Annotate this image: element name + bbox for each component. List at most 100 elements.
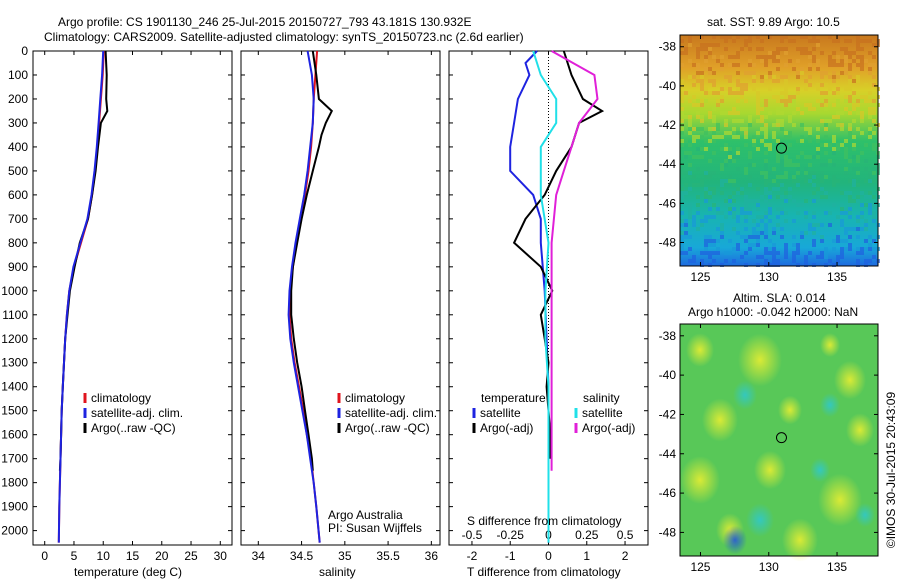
sst-pixel [740,87,744,91]
sst-pixel [756,83,760,87]
depth-tick-label: 1500 [1,404,28,418]
sst-pixel [716,43,720,47]
sst-pixel [716,203,720,207]
sst-pixel [856,251,860,255]
sst-pixel [844,139,848,143]
sst-pixel [836,179,840,183]
sst-pixel [724,39,728,43]
sst-pixel [744,263,748,267]
sst-pixel [768,147,772,151]
sst-pixel [704,187,708,191]
sla-anomaly-blob [820,393,840,417]
sst-pixel [800,71,804,75]
sst-pixel [752,87,756,91]
sst-pixel [728,63,732,67]
sst-pixel [740,235,744,239]
sst-pixel [700,71,704,75]
sst-pixel [712,151,716,155]
sst-pixel [780,111,784,115]
sst-pixel [752,79,756,83]
sst-pixel [720,63,724,67]
sst-pixel [840,219,844,223]
sst-pixel [868,71,872,75]
sst-pixel [796,167,800,171]
sst-pixel [732,183,736,187]
sst-pixel [792,123,796,127]
sst-pixel [856,219,860,223]
sst-pixel [792,175,796,179]
sst-pixel [760,175,764,179]
sst-pixel [784,131,788,135]
sst-pixel [748,163,752,167]
sst-pixel [744,211,748,215]
sst-pixel [776,187,780,191]
sst-pixel [744,87,748,91]
sst-pixel [736,107,740,111]
sst-pixel [756,47,760,51]
sst-pixel [684,191,688,195]
sst-pixel [768,211,772,215]
sst-pixel [768,179,772,183]
sst-pixel [840,71,844,75]
sst-pixel [772,167,776,171]
sst-pixel [820,75,824,79]
sst-pixel [728,111,732,115]
sst-pixel [784,87,788,91]
sst-pixel [824,247,828,251]
depth-tick-label: 0 [21,44,28,58]
sst-pixel [736,55,740,59]
sst-pixel [868,243,872,247]
sst-pixel [868,211,872,215]
sst-pixel [688,99,692,103]
sst-pixel [716,91,720,95]
depth-tick-label: 300 [8,116,28,130]
sst-pixel [696,71,700,75]
sst-pixel [776,123,780,127]
sla-anomaly-blob [855,503,875,527]
sst-pixel [832,175,836,179]
sst-pixel [788,143,792,147]
sst-pixel [800,51,804,55]
sst-pixel [864,167,868,171]
sst-pixel [764,187,768,191]
sst-pixel [856,35,860,39]
sst-pixel [736,219,740,223]
sst-pixel [712,43,716,47]
sst-pixel [744,171,748,175]
sst-pixel [692,75,696,79]
org-label: Argo Australia [328,508,403,522]
sst-pixel [856,99,860,103]
sst-pixel [848,83,852,87]
sla-anomaly-blob [723,525,747,555]
sst-pixel [808,63,812,67]
sst-pixel [704,171,708,175]
sst-pixel [732,91,736,95]
sst-pixel [756,107,760,111]
sst-pixel [784,75,788,79]
sst-pixel [712,91,716,95]
sst-pixel [872,55,876,59]
sst-pixel [796,107,800,111]
sst-pixel [692,63,696,67]
sst-pixel [808,55,812,59]
sst-pixel [852,167,856,171]
sst-pixel [696,155,700,159]
sst-pixel [796,171,800,175]
sst-pixel [708,191,712,195]
sst-pixel [744,251,748,255]
sal-argo-diff-line [550,50,599,471]
sst-pixel [872,131,876,135]
sst-pixel [748,39,752,43]
sst-pixel [784,243,788,247]
sst-pixel [764,75,768,79]
sst-pixel [768,203,772,207]
sst-pixel [696,63,700,67]
sst-pixel [768,143,772,147]
sst-pixel [772,75,776,79]
sst-pixel [816,139,820,143]
sst-pixel [872,147,876,151]
s-diff-axis-label: S difference from climatology [467,514,622,528]
sst-pixel [848,207,852,211]
x-tick-label: -2 [467,549,478,563]
sst-pixel [768,75,772,79]
